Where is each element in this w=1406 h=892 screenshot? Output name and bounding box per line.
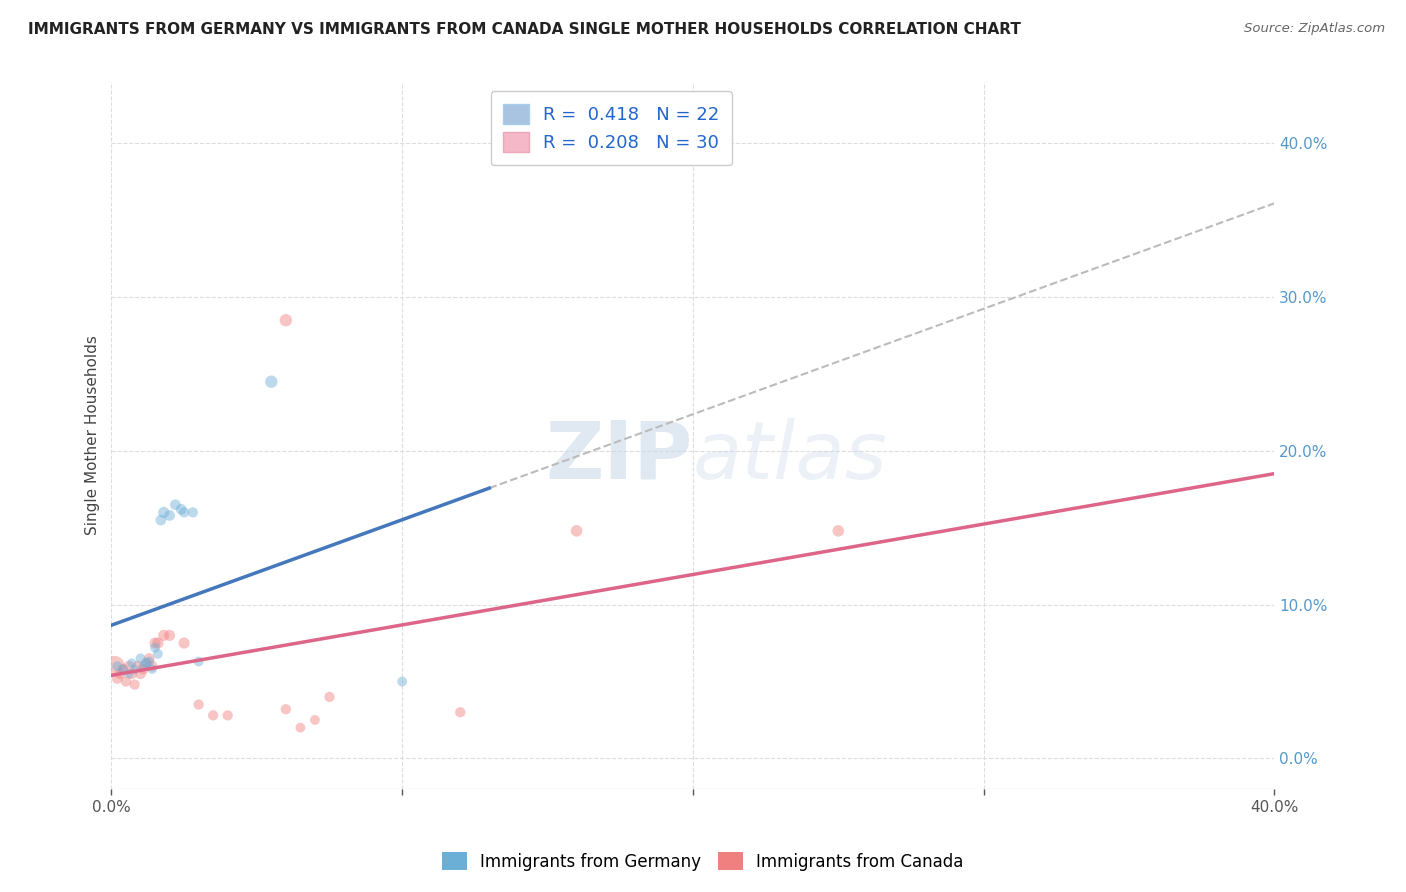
Point: [132, 659, 155, 673]
Text: IMMIGRANTS FROM GERMANY VS IMMIGRANTS FROM CANADA SINGLE MOTHER HOUSEHOLDS CORRE: IMMIGRANTS FROM GERMANY VS IMMIGRANTS FR…: [28, 22, 1021, 37]
Point: [187, 698, 209, 712]
Point: [318, 690, 340, 704]
Text: Source: ZipAtlas.com: Source: ZipAtlas.com: [1244, 22, 1385, 36]
Point: [112, 662, 135, 676]
Point: [124, 662, 146, 676]
Point: [181, 505, 204, 519]
Point: [105, 672, 128, 686]
Point: [129, 666, 152, 681]
Point: [141, 659, 163, 673]
Point: [260, 375, 283, 389]
Point: [304, 713, 326, 727]
Point: [565, 524, 588, 538]
Point: [121, 656, 143, 670]
Point: [143, 640, 166, 655]
Point: [146, 636, 169, 650]
Point: [141, 662, 163, 676]
Point: [105, 659, 128, 673]
Text: ZIP: ZIP: [546, 417, 693, 496]
Point: [159, 628, 181, 642]
Point: [127, 659, 149, 673]
Point: [115, 674, 138, 689]
Point: [173, 636, 195, 650]
Point: [132, 662, 155, 676]
Legend: Immigrants from Germany, Immigrants from Canada: Immigrants from Germany, Immigrants from…: [434, 844, 972, 880]
Point: [121, 666, 143, 681]
Point: [165, 498, 187, 512]
Point: [827, 524, 849, 538]
Point: [152, 505, 174, 519]
Point: [135, 656, 157, 670]
Point: [170, 502, 193, 516]
Point: [143, 636, 166, 650]
Point: [135, 656, 157, 670]
Point: [118, 659, 141, 673]
Point: [187, 655, 209, 669]
Point: [391, 674, 413, 689]
Point: [152, 628, 174, 642]
Point: [138, 651, 160, 665]
Point: [129, 651, 152, 665]
Point: [173, 505, 195, 519]
Point: [118, 666, 141, 681]
Point: [202, 708, 225, 723]
Point: [138, 655, 160, 669]
Text: atlas: atlas: [693, 417, 887, 496]
Point: [274, 702, 297, 716]
Point: [108, 666, 131, 681]
Y-axis label: Single Mother Households: Single Mother Households: [86, 335, 100, 535]
Point: [217, 708, 239, 723]
Point: [290, 721, 312, 735]
Point: [103, 659, 125, 673]
Point: [124, 677, 146, 691]
Point: [274, 313, 297, 327]
Point: [149, 513, 172, 527]
Legend: R =  0.418   N = 22, R =  0.208   N = 30: R = 0.418 N = 22, R = 0.208 N = 30: [491, 91, 733, 165]
Point: [146, 647, 169, 661]
Point: [449, 706, 471, 720]
Point: [112, 662, 135, 676]
Point: [159, 508, 181, 523]
